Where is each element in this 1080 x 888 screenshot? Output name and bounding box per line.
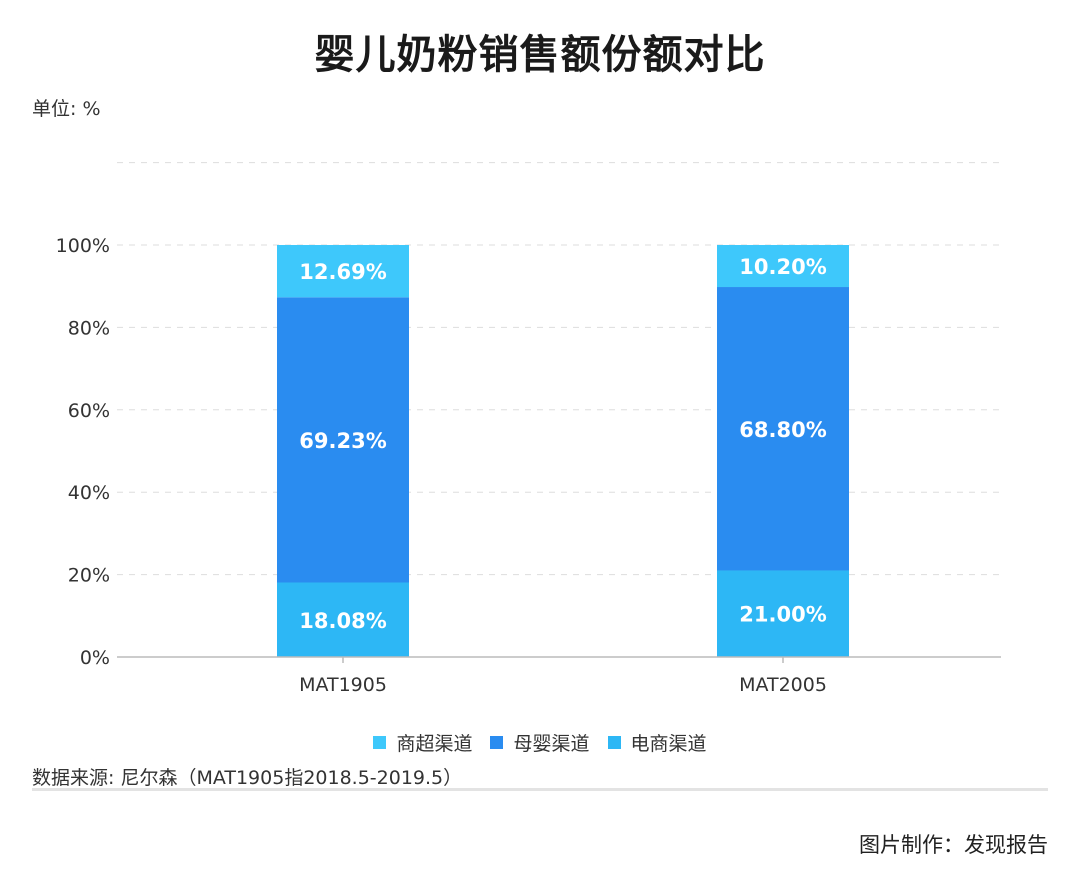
credit-note: 图片制作：发现报告 [859,833,1048,857]
data-label: 68.80% [739,418,826,442]
bar-segment [277,297,409,583]
data-label: 18.08% [299,609,386,633]
legend-item: 母婴渠道 [490,729,590,756]
x-tick-label: MAT1905 [299,674,387,696]
legend-item: 电商渠道 [607,729,707,756]
y-tick-label: 100% [56,235,110,257]
legend-label: 母婴渠道 [513,733,590,755]
unit-label: 单位: % [32,98,101,120]
data-label: 12.69% [299,260,386,284]
bar-segment [277,245,409,298]
bar-segment [717,287,849,571]
legend-swatch [373,736,387,749]
legend-item: 商超渠道 [373,729,472,756]
y-tick-label: 60% [68,400,110,422]
y-tick-label: 80% [68,317,110,339]
footer-divider [32,788,1048,791]
chart-title: 婴儿奶粉销售额份额对比 [314,32,766,78]
source-note: 数据来源: 尼尔森（MAT1905指2018.5-2019.5） [32,767,463,789]
data-label: 10.20% [739,255,826,279]
x-tick-label: MAT2005 [739,674,827,696]
bar-segment [717,570,849,657]
y-tick-label: 40% [68,482,110,504]
legend-swatch [607,736,621,749]
legend-swatch [490,736,504,749]
bar-segment [717,245,849,288]
legend-label: 商超渠道 [396,733,473,755]
data-label: 69.23% [299,429,386,453]
y-tick-label: 20% [68,565,110,587]
y-tick-label: 0% [80,647,110,669]
legend-label: 电商渠道 [630,733,707,755]
bar-segment [277,582,409,657]
data-label: 21.00% [739,603,826,627]
chart-legend: 商超渠道 母婴渠道 电商渠道 [0,729,1080,756]
